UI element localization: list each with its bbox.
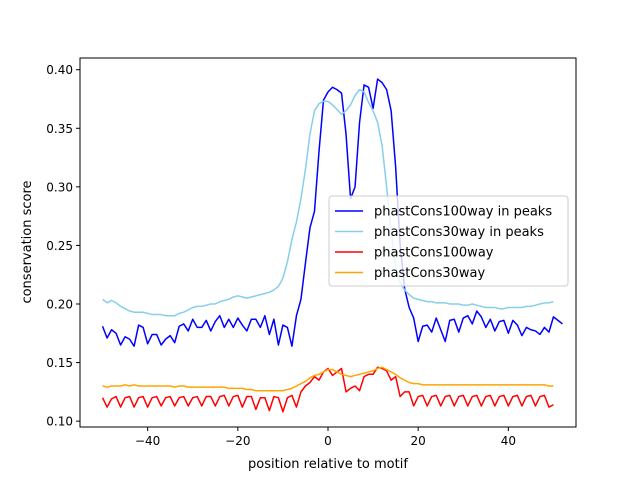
x-tick-label: −40 [135,434,160,448]
y-tick-label: 0.35 [46,122,73,136]
legend-box [328,195,569,287]
y-axis-ticks: 0.10 0.15 0.20 0.25 0.30 0.35 0.40 [46,63,80,429]
y-tick-label: 0.40 [46,63,73,77]
series-line-0 [101,78,563,347]
y-tick-label: 0.30 [46,180,73,194]
series-layer [101,78,563,413]
x-tick-label: 0 [324,434,332,448]
x-tick-label: 20 [411,434,426,448]
legend-label-1: phastCons30way in peaks [374,225,544,240]
legend-label-0: phastCons100way in peaks [374,205,552,220]
series-line-3 [102,366,554,392]
series-line-1 [102,88,554,317]
legend-label-2: phastCons100way [374,246,494,261]
y-tick-label: 0.10 [46,415,73,429]
y-tick-label: 0.25 [46,239,73,253]
series-line-2 [101,366,554,413]
x-axis-label: position relative to motif [248,457,408,472]
y-axis-label: conservation score [20,180,35,303]
legend-label-3: phastCons30way [374,266,486,281]
legend: phastCons100way in peaks phastCons30way i… [328,195,569,287]
x-tick-label: 40 [501,434,516,448]
y-tick-label: 0.15 [46,356,73,370]
x-tick-label: −20 [225,434,250,448]
x-axis-ticks: −40 −20 0 20 40 [135,427,516,448]
y-tick-label: 0.20 [46,298,73,312]
